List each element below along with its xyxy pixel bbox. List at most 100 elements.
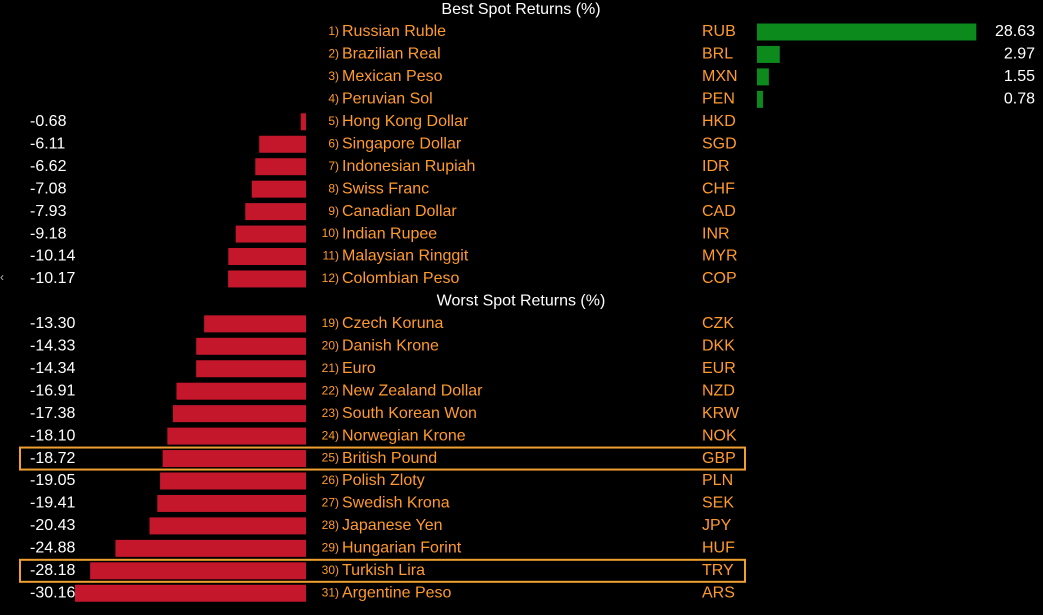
collapse-arrow-icon[interactable]: ‹ bbox=[0, 270, 4, 284]
currency-name-rub: Russian Ruble bbox=[342, 23, 446, 40]
rank-krw: 23) bbox=[322, 406, 339, 420]
currency-code-pln: PLN bbox=[702, 472, 733, 489]
value-label-cop: -10.17 bbox=[30, 270, 75, 287]
bar-mxn bbox=[757, 68, 769, 86]
rank-ars: 31) bbox=[322, 585, 339, 599]
value-label-pen: 0.78 bbox=[1004, 91, 1035, 108]
bar-gbp bbox=[162, 450, 306, 468]
currency-code-dkk: DKK bbox=[702, 338, 735, 355]
currency-code-nzd: NZD bbox=[702, 382, 735, 399]
bar-czk bbox=[204, 315, 306, 333]
currency-code-ars: ARS bbox=[702, 584, 735, 601]
bar-huf bbox=[115, 539, 307, 557]
currency-name-eur: Euro bbox=[342, 360, 376, 377]
currency-name-cad: Canadian Dollar bbox=[342, 203, 457, 220]
bar-myr bbox=[228, 248, 306, 265]
rank-cad: 9) bbox=[328, 204, 339, 218]
currency-code-idr: IDR bbox=[702, 158, 730, 175]
currency-name-inr: Indian Rupee bbox=[342, 225, 437, 242]
bar-brl bbox=[757, 45, 780, 63]
rank-nzd: 22) bbox=[322, 383, 339, 397]
bar-idr bbox=[255, 158, 306, 176]
bar-rub bbox=[757, 23, 977, 41]
currency-code-hkd: HKD bbox=[702, 113, 736, 130]
value-label-ars: -30.16 bbox=[30, 584, 75, 601]
currency-code-czk: CZK bbox=[702, 315, 734, 332]
rank-gbp: 25) bbox=[322, 451, 339, 465]
rank-czk: 19) bbox=[322, 316, 339, 330]
currency-name-jpy: Japanese Yen bbox=[342, 517, 443, 534]
bar-chf bbox=[251, 180, 306, 198]
currency-name-mxn: Mexican Peso bbox=[342, 68, 443, 85]
currency-code-huf: HUF bbox=[702, 540, 735, 557]
bar-pen bbox=[757, 90, 763, 108]
bar-krw bbox=[172, 405, 306, 423]
currency-code-sgd: SGD bbox=[702, 135, 737, 152]
value-label-nzd: -16.91 bbox=[30, 382, 75, 399]
section-title-best: Best Spot Returns (%) bbox=[441, 1, 600, 18]
currency-name-sek: Swedish Krona bbox=[342, 495, 450, 512]
value-label-sek: -19.41 bbox=[30, 495, 75, 512]
bar-try bbox=[90, 562, 306, 580]
currency-code-brl: BRL bbox=[702, 46, 733, 63]
currency-name-try: Turkish Lira bbox=[342, 562, 425, 579]
value-label-nok: -18.10 bbox=[30, 427, 75, 444]
currency-name-cop: Colombian Peso bbox=[342, 270, 460, 287]
value-label-idr: -6.62 bbox=[30, 158, 67, 175]
currency-name-krw: South Korean Won bbox=[342, 405, 477, 422]
currency-name-idr: Indonesian Rupiah bbox=[342, 158, 475, 175]
currency-name-dkk: Danish Krone bbox=[342, 338, 439, 355]
rank-pln: 26) bbox=[322, 473, 339, 487]
value-label-huf: -24.88 bbox=[30, 540, 75, 557]
value-label-myr: -10.14 bbox=[30, 248, 75, 265]
currency-name-pen: Peruvian Sol bbox=[342, 91, 433, 108]
rank-nok: 24) bbox=[322, 428, 339, 442]
currency-name-ars: Argentine Peso bbox=[342, 584, 452, 601]
rank-brl: 2) bbox=[328, 47, 339, 61]
rank-sek: 27) bbox=[322, 496, 339, 510]
rank-idr: 7) bbox=[328, 159, 339, 173]
currency-code-try: TRY bbox=[702, 562, 734, 579]
rank-eur: 21) bbox=[322, 361, 339, 375]
value-label-czk: -13.30 bbox=[30, 315, 75, 332]
value-label-chf: -7.08 bbox=[30, 180, 67, 197]
value-label-krw: -17.38 bbox=[30, 405, 75, 422]
rank-jpy: 28) bbox=[322, 518, 339, 532]
currency-name-nzd: New Zealand Dollar bbox=[342, 382, 483, 399]
currency-name-nok: Norwegian Krone bbox=[342, 427, 466, 444]
value-label-gbp: -18.72 bbox=[30, 450, 75, 467]
rank-dkk: 20) bbox=[322, 338, 339, 352]
value-label-inr: -9.18 bbox=[30, 225, 67, 242]
currency-code-sek: SEK bbox=[702, 495, 734, 512]
currency-code-nok: NOK bbox=[702, 427, 737, 444]
rank-huf: 29) bbox=[322, 541, 339, 555]
currency-code-gbp: GBP bbox=[702, 450, 736, 467]
currency-code-eur: EUR bbox=[702, 360, 736, 377]
bar-hkd bbox=[300, 113, 306, 131]
currency-name-sgd: Singapore Dollar bbox=[342, 135, 462, 152]
currency-name-gbp: British Pound bbox=[342, 450, 437, 467]
rank-pen: 4) bbox=[328, 92, 339, 106]
currency-name-czk: Czech Koruna bbox=[342, 315, 443, 332]
rank-rub: 1) bbox=[328, 24, 339, 38]
currency-code-jpy: JPY bbox=[702, 517, 732, 534]
value-label-pln: -19.05 bbox=[30, 472, 75, 489]
rank-sgd: 6) bbox=[328, 136, 339, 150]
value-label-brl: 2.97 bbox=[1004, 46, 1035, 63]
value-label-eur: -14.34 bbox=[30, 360, 75, 377]
value-label-mxn: 1.55 bbox=[1004, 68, 1035, 85]
value-label-sgd: -6.11 bbox=[30, 135, 65, 152]
currency-code-rub: RUB bbox=[702, 23, 736, 40]
rank-try: 30) bbox=[322, 563, 339, 577]
bar-ars bbox=[74, 584, 307, 602]
currency-code-myr: MYR bbox=[702, 248, 738, 265]
currency-code-cad: CAD bbox=[702, 203, 736, 220]
currency-code-pen: PEN bbox=[702, 91, 735, 108]
rank-hkd: 5) bbox=[328, 114, 339, 128]
value-label-dkk: -14.33 bbox=[30, 338, 75, 355]
bar-dkk bbox=[196, 337, 306, 355]
bar-cad bbox=[245, 203, 306, 221]
currency-name-huf: Hungarian Forint bbox=[342, 540, 462, 557]
